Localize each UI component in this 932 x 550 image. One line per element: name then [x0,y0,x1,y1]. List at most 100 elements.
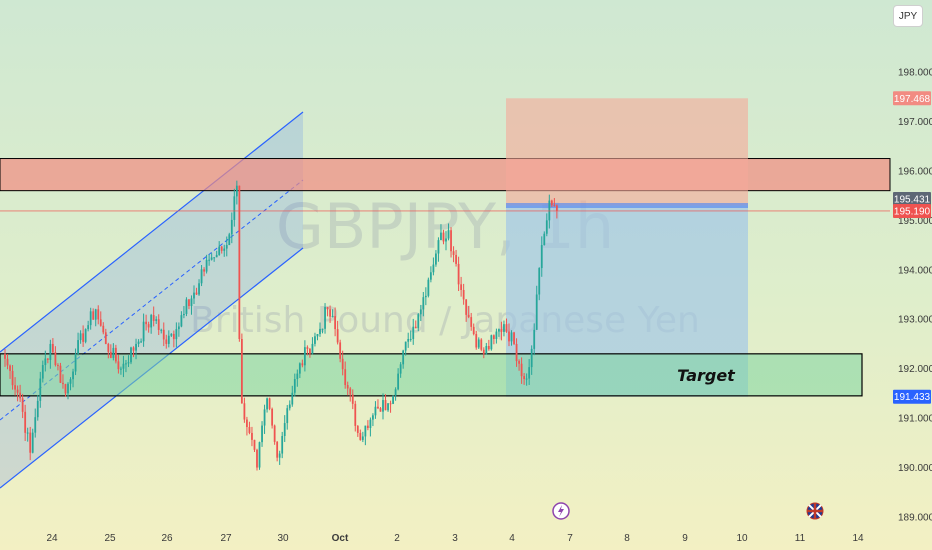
candle-body [470,317,473,327]
candle-body [276,441,279,458]
candle-body [482,349,485,354]
candle-body [495,331,498,339]
support-zone [0,353,863,397]
candle-body [165,339,168,344]
candle-body [127,362,130,364]
candle-body [273,425,276,442]
candle-body [475,334,478,348]
candle-body [321,328,324,330]
candle-body [188,299,190,307]
candle-body [162,329,165,340]
candle-body [213,257,216,259]
candle-body [261,425,263,443]
candle-body [515,343,518,362]
price-tag-label: 195.190 [894,206,931,217]
candle-body [177,326,180,330]
candle-body [278,453,281,458]
candle-body [64,384,67,394]
candle-body [253,439,256,450]
candle-body [429,272,432,280]
candle-body [36,400,39,418]
candle-body [67,383,69,394]
candle-body [518,361,520,364]
candle-body [331,316,334,318]
candle-body [460,284,463,290]
candle-body [225,245,228,249]
x-tick-label: Oct [332,533,349,544]
price-tag-label: 197.468 [894,94,931,105]
candle-body [361,436,364,440]
price-tag-bg [893,192,931,207]
candle-body [432,264,435,273]
x-tick-label: 14 [852,533,864,544]
candle-body [258,442,261,468]
candle-body [364,425,367,437]
price-tag: 195.190 [893,203,931,218]
candle-body [268,398,271,409]
candle-body [283,423,286,436]
candle-body [137,341,140,344]
candle-body [256,449,258,468]
candle-body [548,200,551,221]
candle-body [490,335,493,350]
candle-body [112,347,115,358]
candle-body [11,370,14,386]
candle-body [417,314,420,329]
candle-body [472,326,475,335]
y-tick-label: 197.000 [898,117,932,128]
y-tick-label: 194.000 [898,265,932,276]
candle-body [311,343,314,354]
candle-body [145,321,148,325]
candle-body [427,279,430,296]
candle-body [29,432,32,453]
candle-body [41,365,44,379]
candle-body [62,382,64,385]
candle-body [246,419,248,428]
candle-body [525,378,528,380]
candle-body [392,395,394,404]
candle-body [248,427,251,433]
candle-body [4,353,6,359]
candle-body [498,329,500,332]
candle-body [316,334,319,337]
candle-body [266,398,268,410]
candle-body [69,379,72,384]
candle-body [535,294,538,330]
candle-body [503,324,505,332]
candle-body [49,343,52,360]
price-tag: 197.468 [893,91,931,106]
candle-body [404,341,407,351]
candle-body [334,316,337,330]
candle-body [183,313,185,316]
uk-flag-event-icon [806,502,824,520]
candle-body [97,309,100,320]
candle-body [235,185,238,197]
price-tag-label: 191.433 [894,392,931,403]
candle-body [132,347,135,351]
candle-body [195,292,198,295]
currency-selector[interactable]: JPY [893,5,923,27]
candle-body [152,315,155,321]
candle-body [366,425,369,428]
y-tick-label: 196.000 [898,166,932,177]
target-label: Target [677,366,736,385]
candle-body [409,338,412,340]
candle-body [208,259,211,261]
candle-body [369,419,372,428]
candle-body [341,358,344,370]
candle-body [301,363,304,366]
candle-body [339,342,342,359]
candle-body [508,331,510,342]
candle-body [480,339,483,350]
candle-body [281,435,284,454]
x-tick-label: 25 [104,533,116,544]
candle-body [545,220,548,234]
candle-body [543,233,546,246]
candle-body [513,332,515,344]
candle-body [550,200,553,206]
candle-body [160,329,163,331]
candle-body [92,311,95,320]
candle-body [14,385,16,390]
